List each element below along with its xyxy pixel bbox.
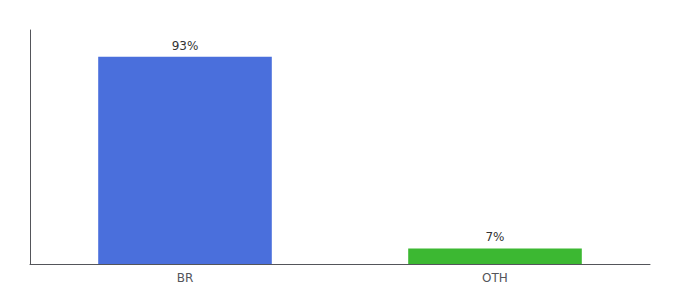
svg-text:OTH: OTH — [482, 271, 508, 285]
svg-text:BR: BR — [177, 271, 194, 285]
svg-text:93%: 93% — [172, 39, 199, 53]
svg-text:7%: 7% — [485, 230, 504, 244]
